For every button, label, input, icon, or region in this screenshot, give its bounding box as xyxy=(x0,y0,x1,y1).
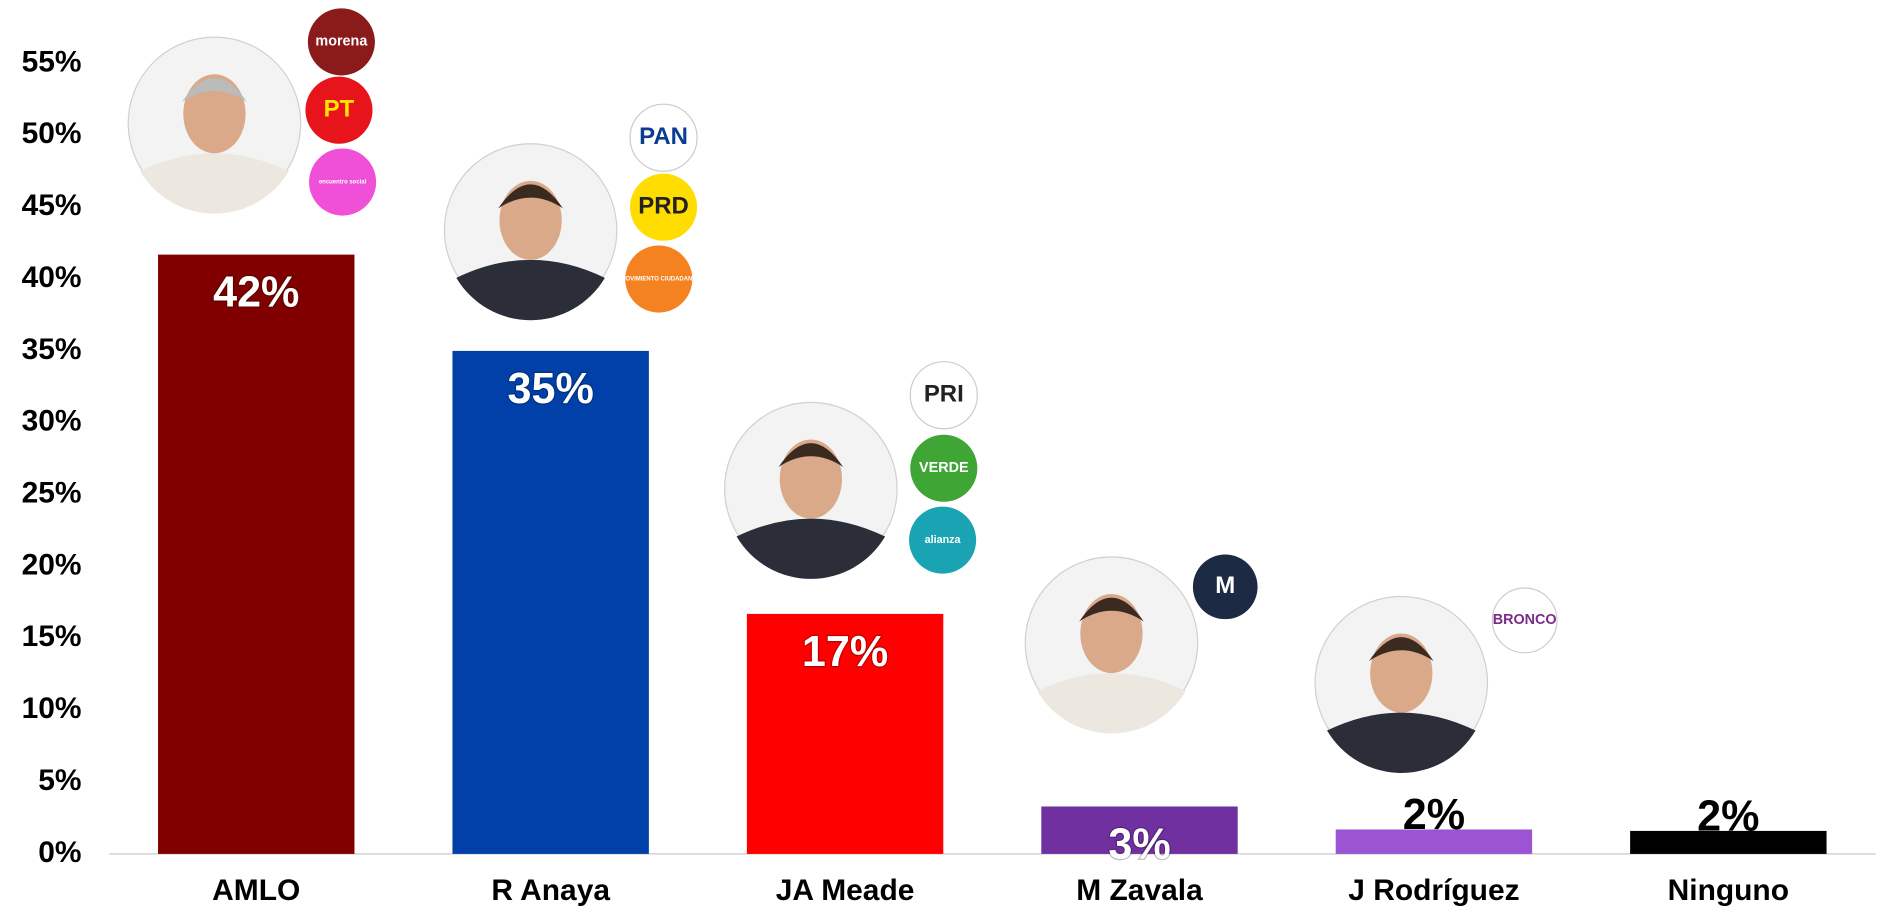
party-logo-text: M xyxy=(1215,572,1235,599)
candidate-photo xyxy=(1024,556,1199,734)
party-logo xyxy=(305,76,373,144)
party-logo xyxy=(909,506,977,574)
x-tick-label: AMLO xyxy=(212,874,300,907)
photo-face xyxy=(779,439,842,519)
party-logo-text: VERDE xyxy=(919,460,969,476)
y-tick-label: 25% xyxy=(22,477,82,510)
y-tick-label: 40% xyxy=(22,261,82,294)
photo-body xyxy=(1327,712,1476,773)
y-tick-label: 30% xyxy=(22,405,82,438)
photo-hair xyxy=(778,443,844,468)
party-logo-text: alianza xyxy=(925,534,962,546)
photo-body xyxy=(140,153,289,214)
party-logo-text: encuentro social xyxy=(319,180,367,186)
candidate-photo xyxy=(127,36,302,214)
party-logo xyxy=(630,173,698,241)
value-label: 2% xyxy=(1403,791,1465,839)
bar xyxy=(1041,806,1238,854)
bar xyxy=(1630,830,1827,854)
x-tick-label: M Zavala xyxy=(1076,874,1203,907)
party-logo xyxy=(910,434,978,502)
x-tick-label: R Anaya xyxy=(491,874,610,907)
party-logo-text: PAN xyxy=(639,123,688,150)
photo-hair xyxy=(1079,597,1144,622)
party-logo xyxy=(1491,587,1558,654)
party-logo-text: PRD xyxy=(638,193,689,220)
candidate-photo xyxy=(443,143,618,321)
value-label: 35% xyxy=(508,365,594,413)
photo-face xyxy=(1370,633,1433,713)
x-tick-label: Ninguno xyxy=(1668,874,1789,907)
photo-hair xyxy=(1368,637,1434,662)
bar xyxy=(1335,829,1533,854)
party-logo-text: morena xyxy=(315,34,368,50)
y-tick-label: 45% xyxy=(22,189,82,222)
party-logo xyxy=(625,245,693,313)
y-tick-label: 50% xyxy=(22,117,82,150)
party-logo-text: BRONCO xyxy=(1493,612,1557,628)
bar xyxy=(746,613,944,854)
y-tick-label: 15% xyxy=(22,620,82,653)
value-label: 3% xyxy=(1108,821,1170,869)
y-tick-label: 10% xyxy=(22,692,82,725)
value-label: 2% xyxy=(1697,792,1759,840)
photo-hair xyxy=(498,184,563,209)
bar xyxy=(158,254,355,854)
y-tick-label: 5% xyxy=(38,764,81,797)
party-logo xyxy=(309,148,377,216)
party-logo xyxy=(909,361,978,430)
y-tick-label: 55% xyxy=(22,45,82,78)
party-logo xyxy=(1192,554,1258,620)
party-logo-text: MOVIMIENTO CIUDADANO xyxy=(621,277,698,283)
photo-face xyxy=(183,74,246,154)
candidate-photo xyxy=(724,401,898,579)
photo-hair xyxy=(182,77,247,102)
y-tick-label: 20% xyxy=(22,548,82,581)
party-logo xyxy=(307,8,375,76)
party-logo-text: PRI xyxy=(924,381,964,408)
party-logo xyxy=(629,103,698,172)
value-label: 42% xyxy=(213,269,299,317)
photo-face xyxy=(499,180,562,260)
y-tick-label: 35% xyxy=(22,333,82,366)
photo-face xyxy=(1080,594,1143,674)
photo-body xyxy=(1037,673,1186,734)
photo-body xyxy=(736,518,886,579)
candidate-photo xyxy=(1314,595,1489,773)
bar xyxy=(452,350,649,854)
value-label: 17% xyxy=(802,628,888,676)
x-tick-label: JA Meade xyxy=(776,874,915,907)
x-tick-label: J Rodríguez xyxy=(1348,874,1519,907)
photo-body xyxy=(456,259,605,321)
party-logo-text: PT xyxy=(324,96,355,123)
y-tick-label: 0% xyxy=(38,836,81,869)
